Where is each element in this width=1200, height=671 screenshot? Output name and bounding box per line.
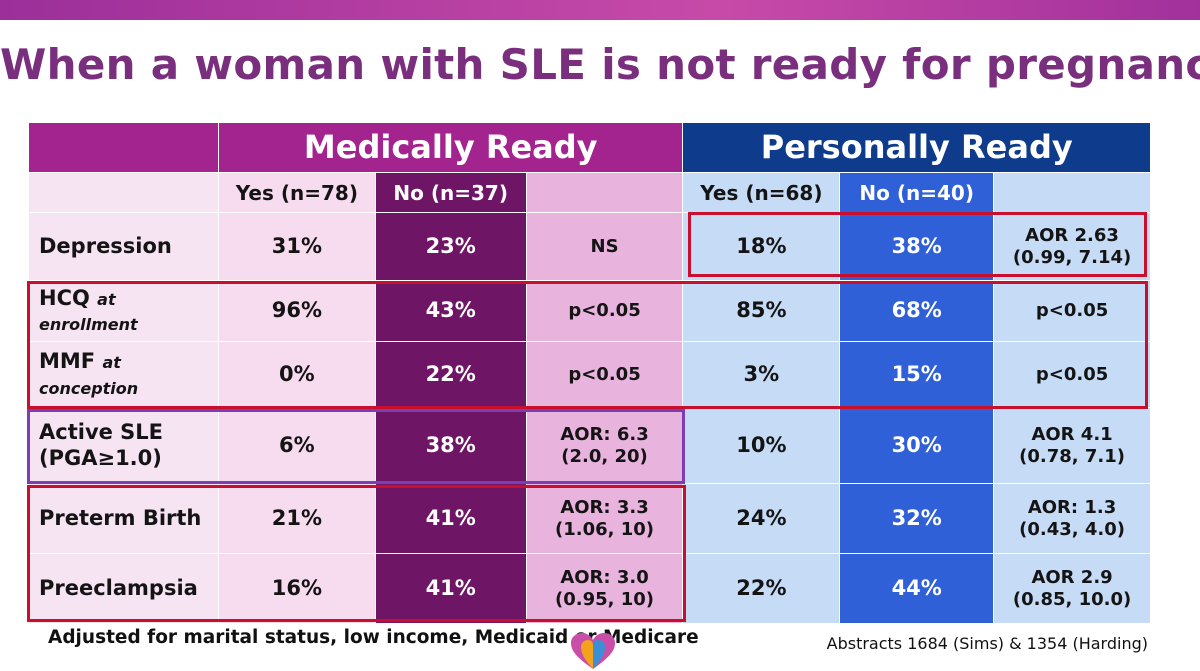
cell-per-yes: 24% [682,483,841,554]
cell-per-no: 44% [839,553,995,624]
header-corner [28,122,219,173]
table-row: Preterm Birth 21% 41% AOR: 3.3 (1.06, 10) 24%… [28,483,1151,554]
cell-med-yes: 31% [217,212,376,281]
top-accent-bar [0,0,1200,20]
table-row: Depression 31% 23% NS 18% 38% AOR 2.63 (0.99, 7… [28,212,1151,281]
cell-med-yes: 0% [217,341,376,408]
row-label: MMF at conception [28,341,219,408]
subheader-med-stat [525,172,684,213]
cell-med-stat: AOR: 3.0 (0.95, 10) [525,553,684,624]
cell-per-stat: p<0.05 [993,341,1151,408]
row-label: Preeclampsia [28,553,219,624]
cell-med-stat: AOR: 3.3 (1.06, 10) [525,483,684,554]
group-header-medically-ready: Medically Ready [217,122,684,173]
cell-med-yes: 6% [217,407,376,484]
cell-med-stat: AOR: 6.3 (2.0, 20) [525,407,684,484]
subheader-corner [28,172,219,213]
subheader-med-no: No (n=37) [374,172,527,213]
group-header-row: Medically Ready Personally Ready [28,122,1151,173]
cell-per-no: 68% [839,280,995,342]
row-label-text: Depression [39,233,172,258]
cell-per-yes: 22% [682,553,841,624]
cell-med-no: 41% [374,483,527,554]
cell-med-no: 38% [374,407,527,484]
group-header-personally-ready: Personally Ready [682,122,1151,173]
cell-per-stat: AOR 4.1 (0.78, 7.1) [993,407,1151,484]
row-label: Active SLE (PGA≥1.0) [28,407,219,484]
row-label-text: Preterm Birth [39,505,202,530]
source-citation: Abstracts 1684 (Sims) & 1354 (Harding) [826,634,1148,653]
cell-med-no: 43% [374,280,527,342]
cell-med-stat: p<0.05 [525,280,684,342]
row-label: Depression [28,212,219,281]
results-table: Medically Ready Personally Ready Yes (n=… [28,122,1151,624]
subheader-per-stat [993,172,1151,213]
subheader-med-yes: Yes (n=78) [217,172,376,213]
cell-per-yes: 10% [682,407,841,484]
row-label: Preterm Birth [28,483,219,554]
cell-med-no: 23% [374,212,527,281]
row-label-text: Active SLE (PGA≥1.0) [39,420,164,470]
cell-per-yes: 85% [682,280,841,342]
subheader-per-yes: Yes (n=68) [682,172,841,213]
cell-per-stat: p<0.05 [993,280,1151,342]
subheader-per-no: No (n=40) [839,172,995,213]
cell-med-yes: 21% [217,483,376,554]
subheader-row: Yes (n=78) No (n=37) Yes (n=68) No (n=40… [28,172,1151,213]
row-label-text: Preeclampsia [39,575,198,600]
cell-med-yes: 16% [217,553,376,624]
cell-per-yes: 3% [682,341,841,408]
cell-med-stat: NS [525,212,684,281]
row-label-note: at enrollment [39,289,138,334]
table-row: Preeclampsia 16% 41% AOR: 3.0 (0.95, 10) 22% 4… [28,553,1151,624]
cell-med-yes: 96% [217,280,376,342]
row-label-text: MMF [39,349,96,374]
table-row: Active SLE (PGA≥1.0) 6% 38% AOR: 6.3 (2.0, 20… [28,407,1151,484]
slide-title: When a woman with SLE is not ready for p… [0,40,1200,89]
row-label: HCQ at enrollment [28,280,219,342]
cell-per-stat: AOR 2.9 (0.85, 10.0) [993,553,1151,624]
row-label-text: HCQ [39,285,90,310]
cell-med-stat: p<0.05 [525,341,684,408]
cell-per-no: 30% [839,407,995,484]
cell-per-stat: AOR: 1.3 (0.43, 4.0) [993,483,1151,554]
cell-per-no: 38% [839,212,995,281]
footnote: Adjusted for marital status, low income,… [48,627,699,648]
cell-per-no: 15% [839,341,995,408]
cell-med-no: 41% [374,553,527,624]
table-row: HCQ at enrollment 96% 43% p<0.05 85% 68% p<0.0… [28,280,1151,342]
conference-logo-icon [571,633,615,669]
cell-per-stat: AOR 2.63 (0.99, 7.14) [993,212,1151,281]
cell-per-no: 32% [839,483,995,554]
row-label-note: at conception [39,353,139,398]
table-row: MMF at conception 0% 22% p<0.05 3% 15% p<0.05 [28,341,1151,408]
cell-med-no: 22% [374,341,527,408]
cell-per-yes: 18% [682,212,841,281]
